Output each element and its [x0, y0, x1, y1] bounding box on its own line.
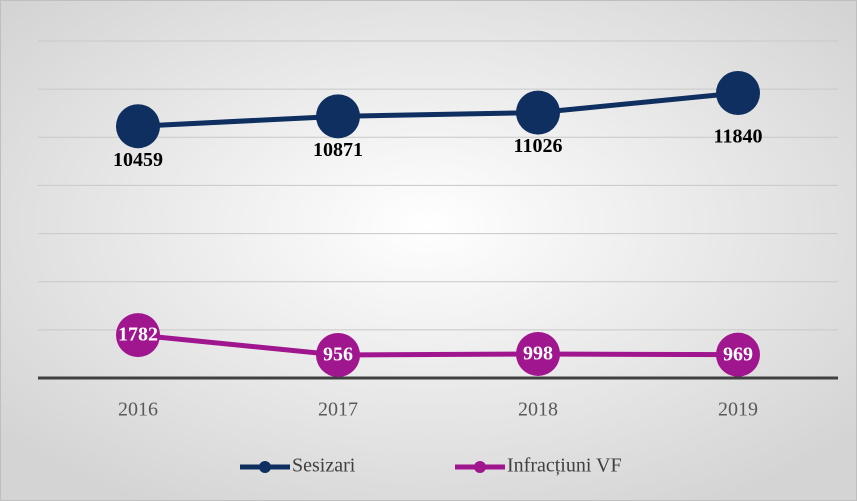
legend-label: Infracțiuni VF — [507, 455, 622, 477]
data-label: 956 — [323, 344, 353, 366]
data-label: 10459 — [113, 149, 163, 171]
data-label: 1782 — [118, 324, 158, 346]
point — [516, 331, 560, 376]
x-tick-label: 2018 — [518, 399, 558, 421]
point — [116, 104, 160, 149]
legend-label: Sesizari — [292, 455, 356, 477]
point — [516, 90, 560, 135]
x-tick-label: 2017 — [318, 399, 358, 421]
point — [116, 313, 160, 358]
point — [316, 94, 360, 139]
data-label: 11840 — [714, 126, 763, 148]
series-line — [137, 90, 739, 129]
x-tick-label: 2019 — [718, 399, 758, 421]
data-label: 11026 — [514, 135, 563, 157]
data-label: 998 — [523, 343, 553, 365]
point — [716, 70, 760, 115]
point — [716, 332, 760, 377]
legend-marker — [259, 461, 271, 473]
data-label: 10871 — [313, 139, 363, 161]
x-tick-label: 2016 — [118, 399, 158, 421]
data-label: 969 — [723, 343, 753, 365]
legend-marker — [474, 461, 486, 473]
series-line — [137, 332, 739, 358]
point — [316, 332, 360, 377]
